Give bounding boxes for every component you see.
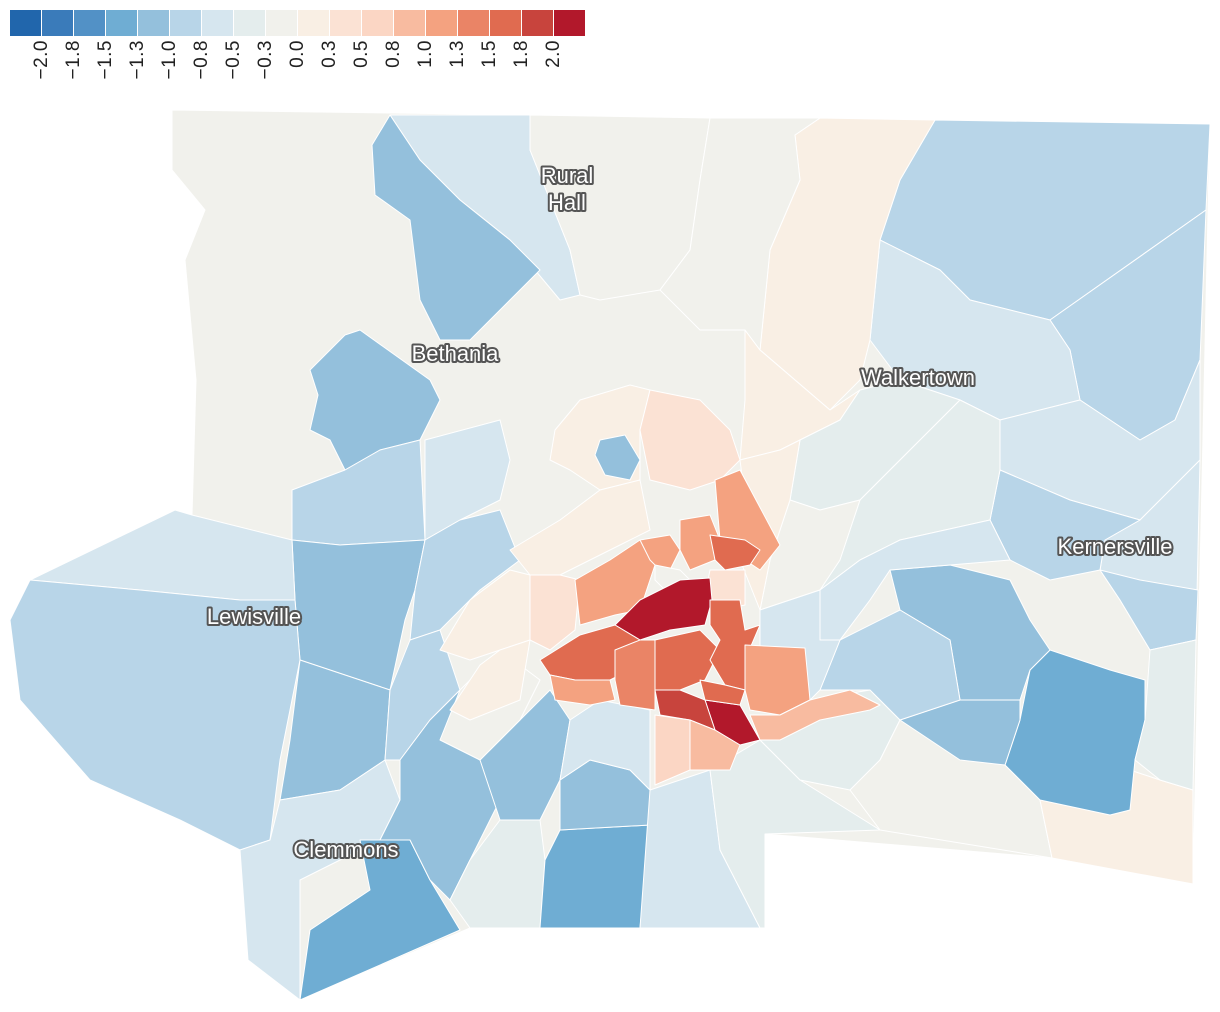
label-bethania: Bethania: [412, 341, 500, 366]
legend-swatch: [394, 10, 426, 36]
legend-swatch: [74, 10, 106, 36]
legend-swatch: [554, 10, 586, 36]
region-e-mid: [819, 609, 961, 721]
label-rural-hall-1: Rural: [541, 163, 594, 188]
region-s-light1: [449, 819, 546, 929]
legend-swatch: [362, 10, 394, 36]
legend-swatch: [10, 10, 42, 36]
region-dark-ne: [709, 534, 761, 571]
legend-swatch: [202, 10, 234, 36]
label-lewisville: Lewisville: [207, 604, 301, 629]
legend-swatch: [522, 10, 554, 36]
region-ring-salmon-c: [614, 639, 656, 711]
legend-swatch: [298, 10, 330, 36]
legend-swatch: [106, 10, 138, 36]
place-labels: Rural Hall Bethania Walkertown Kernersvi…: [205, 161, 1175, 864]
region-inner-lakeblue: [594, 434, 641, 481]
region-se-light2: [1134, 639, 1197, 791]
label-clemmons: Clemmons: [293, 837, 398, 862]
region-core-orange-se: [699, 679, 746, 706]
region-ctr-w2: [409, 509, 521, 641]
legend-swatch: [266, 10, 298, 36]
color-legend: −2.0 −1.8 −1.5 −1.3 −1.0 −0.8 −0.5 −0.3 0.0 0.3 0.…: [10, 10, 586, 100]
label-walkertown: Walkertown: [861, 365, 975, 390]
legend-color-bar: [10, 10, 586, 36]
map-regions: [9, 109, 1211, 1001]
region-inner-w3: [439, 569, 531, 661]
region-ring-peach-s2: [689, 719, 741, 771]
region-nc-cream2: [659, 117, 821, 351]
legend-swatch: [490, 10, 522, 36]
legend-swatch: [330, 10, 362, 36]
legend-swatch: [234, 10, 266, 36]
region-ring-salmon-w: [549, 674, 616, 706]
legend-swatch: [458, 10, 490, 36]
legend-swatch: [42, 10, 74, 36]
region-n-blue: [371, 114, 541, 341]
label-kernersville: Kernersville: [1058, 534, 1173, 559]
region-inner-w4: [449, 639, 531, 721]
legend-swatch: [426, 10, 458, 36]
label-rural-hall-2: Hall: [548, 190, 586, 215]
legend-swatch: [170, 10, 202, 36]
region-s-blue-big: [539, 824, 651, 929]
legend-swatch: [138, 10, 170, 36]
region-ring-peach-se: [749, 689, 881, 741]
